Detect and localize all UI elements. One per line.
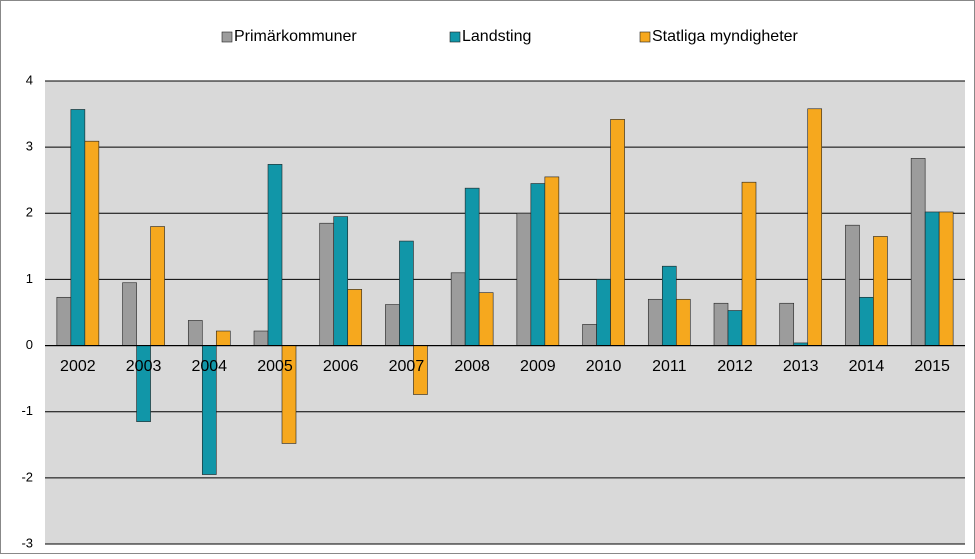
bar	[122, 282, 137, 346]
bar	[910, 158, 926, 346]
bar	[70, 109, 86, 346]
bar	[478, 292, 494, 346]
x-tick-label: 2015	[914, 358, 950, 375]
y-tick-label: 0	[26, 337, 33, 352]
bar	[873, 236, 888, 346]
bar	[924, 211, 940, 346]
bar	[253, 330, 269, 346]
bar	[399, 240, 414, 346]
bar	[347, 289, 363, 346]
legend-marker	[221, 31, 233, 43]
bar	[187, 320, 203, 346]
y-tick-label: 1	[26, 271, 33, 286]
bar	[267, 164, 283, 346]
bar	[319, 222, 335, 346]
x-tick-label: 2012	[717, 358, 753, 375]
bar	[333, 216, 349, 346]
bar	[661, 265, 677, 346]
bar	[727, 310, 743, 346]
bar	[741, 181, 757, 346]
bar	[647, 298, 663, 346]
bar	[84, 140, 100, 346]
bar	[215, 330, 231, 346]
x-tick-label: 2010	[586, 358, 622, 375]
x-tick-label: 2013	[783, 358, 819, 375]
legend-label: Landsting	[462, 28, 531, 45]
bar	[385, 304, 400, 346]
bar	[596, 279, 611, 346]
plot-area	[45, 81, 965, 544]
legend-label: Primärkommuner	[234, 28, 357, 45]
x-tick-label: 2004	[191, 358, 227, 375]
legend-marker	[639, 31, 651, 43]
bar	[807, 108, 823, 346]
y-tick-label: -2	[21, 469, 33, 484]
y-tick-label: 3	[26, 139, 33, 154]
y-tick-label: -1	[21, 403, 33, 418]
bar	[779, 302, 795, 346]
x-tick-label: 2009	[520, 358, 556, 375]
bar	[938, 211, 954, 346]
x-tick-label: 2008	[454, 358, 490, 375]
x-tick-label: 2005	[257, 358, 293, 375]
bar	[675, 298, 691, 346]
x-tick-label: 2011	[652, 358, 687, 375]
bar	[450, 272, 466, 346]
bar	[516, 212, 532, 346]
legend-marker	[449, 31, 461, 43]
x-tick-label: 2002	[60, 358, 96, 375]
bar	[150, 226, 165, 346]
bar	[544, 176, 560, 346]
legend-label: Statliga myndigheter	[652, 28, 799, 45]
bar	[845, 224, 860, 346]
bar	[464, 187, 480, 346]
bar	[610, 119, 625, 346]
x-tick-label: 2003	[126, 358, 162, 375]
bar	[713, 302, 729, 346]
bar	[530, 183, 546, 346]
x-tick-label: 2014	[849, 358, 885, 375]
bar	[56, 296, 72, 346]
x-tick-label: 2007	[389, 358, 425, 375]
x-tick-label: 2006	[323, 358, 359, 375]
bar	[582, 324, 597, 346]
y-tick-label: -3	[21, 535, 33, 550]
y-tick-label: 2	[26, 205, 33, 220]
y-tick-label: 4	[26, 72, 33, 87]
bar	[859, 296, 874, 346]
